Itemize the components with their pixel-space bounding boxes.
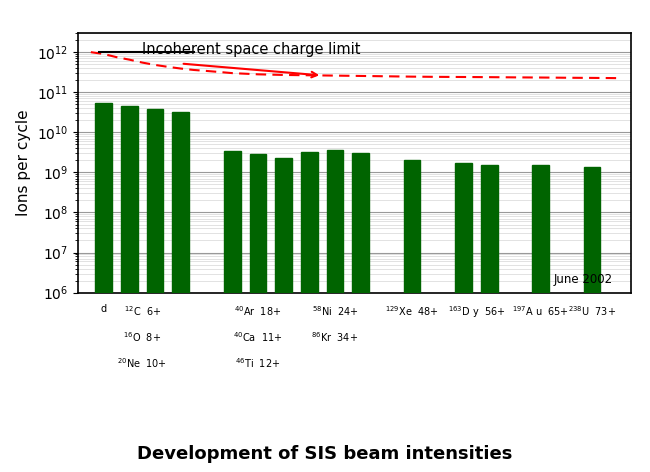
Bar — [224, 151, 240, 472]
Text: $^{58}$Ni  24+: $^{58}$Ni 24+ — [311, 304, 358, 318]
Bar — [147, 109, 163, 472]
Bar — [584, 167, 601, 472]
Text: $^{20}$Ne  10+: $^{20}$Ne 10+ — [117, 356, 167, 370]
Y-axis label: Ions per cycle: Ions per cycle — [16, 110, 31, 216]
Text: $^{46}$Ti  12+: $^{46}$Ti 12+ — [235, 356, 281, 370]
Text: $^{197}$A u  65+: $^{197}$A u 65+ — [512, 304, 569, 318]
Bar — [301, 152, 318, 472]
Text: Development of SIS beam intensities: Development of SIS beam intensities — [137, 445, 513, 463]
Text: $^{238}$U  73+: $^{238}$U 73+ — [568, 304, 616, 318]
Bar — [326, 150, 343, 472]
Bar — [172, 112, 189, 472]
Text: d: d — [101, 304, 107, 314]
Bar — [481, 165, 497, 472]
Text: June 2002: June 2002 — [553, 273, 612, 286]
Text: Incoherent space charge limit: Incoherent space charge limit — [142, 42, 361, 57]
Text: $^{40}$Ar  18+: $^{40}$Ar 18+ — [234, 304, 281, 318]
Text: $^{129}$Xe  48+: $^{129}$Xe 48+ — [385, 304, 439, 318]
Text: $^{86}$Kr  34+: $^{86}$Kr 34+ — [311, 330, 359, 344]
Bar — [404, 160, 421, 472]
Bar — [352, 153, 369, 472]
Text: $^{40}$Ca  11+: $^{40}$Ca 11+ — [233, 330, 283, 344]
Bar — [96, 102, 112, 472]
Bar — [275, 158, 292, 472]
Bar — [250, 154, 266, 472]
Bar — [121, 106, 138, 472]
Bar — [455, 163, 472, 472]
Text: $^{163}$D y  56+: $^{163}$D y 56+ — [448, 304, 505, 320]
Bar — [532, 165, 549, 472]
Text: $^{16}$O  8+: $^{16}$O 8+ — [123, 330, 161, 344]
Text: $^{12}$C  6+: $^{12}$C 6+ — [124, 304, 161, 318]
